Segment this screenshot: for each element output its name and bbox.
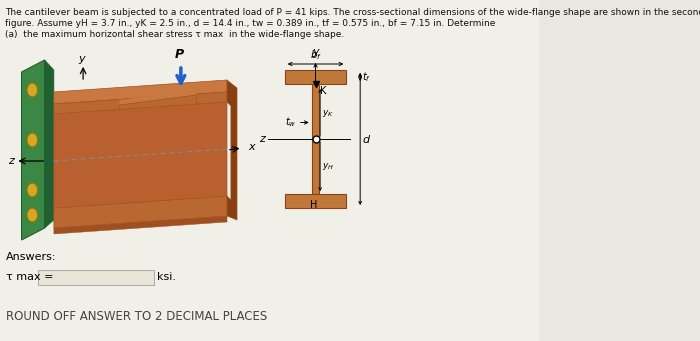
Circle shape [27,183,38,197]
Polygon shape [54,92,227,114]
Circle shape [27,208,38,222]
Text: ROUND OFF ANSWER TO 2 DECIMAL PLACES: ROUND OFF ANSWER TO 2 DECIMAL PLACES [6,310,267,323]
Text: $y_H$: $y_H$ [322,161,334,172]
Text: y: y [78,54,85,64]
Polygon shape [227,80,237,220]
Bar [285,70,346,84]
Text: $t_f$: $t_f$ [362,70,371,84]
Text: $t_w$: $t_w$ [285,116,296,129]
Text: z: z [259,134,265,144]
Bar [38,270,154,285]
Text: (a)  the maximum horizontal shear stress τ max  in the wide-flange shape.: (a) the maximum horizontal shear stress … [5,30,344,39]
Text: $d$: $d$ [362,133,371,145]
Polygon shape [119,90,196,105]
Polygon shape [22,60,45,240]
Text: y: y [312,47,319,57]
Circle shape [27,133,38,147]
Text: H: H [309,200,317,210]
Polygon shape [119,95,196,215]
Text: P: P [175,48,184,61]
Text: $b_f$: $b_f$ [309,48,321,62]
Text: τ max =: τ max = [6,272,54,282]
Text: ksi.: ksi. [157,272,176,282]
Text: The cantilever beam is subjected to a concentrated load of P = 41 kips. The cros: The cantilever beam is subjected to a co… [5,8,700,17]
Text: figure. Assume yH = 3.7 in., yK = 2.5 in., d = 14.4 in., tw = 0.389 in., tf = 0.: figure. Assume yH = 3.7 in., yK = 2.5 in… [5,19,495,28]
Circle shape [27,83,38,97]
Text: x: x [248,142,254,152]
Polygon shape [45,60,54,228]
Polygon shape [54,216,227,234]
Text: z: z [8,156,14,166]
Text: K: K [320,86,326,96]
Text: $y_K$: $y_K$ [322,108,334,119]
Bar [285,194,346,208]
Polygon shape [54,196,227,228]
Polygon shape [54,80,227,104]
Bar [312,84,319,194]
Polygon shape [54,102,227,208]
Text: Answers:: Answers: [6,252,57,262]
